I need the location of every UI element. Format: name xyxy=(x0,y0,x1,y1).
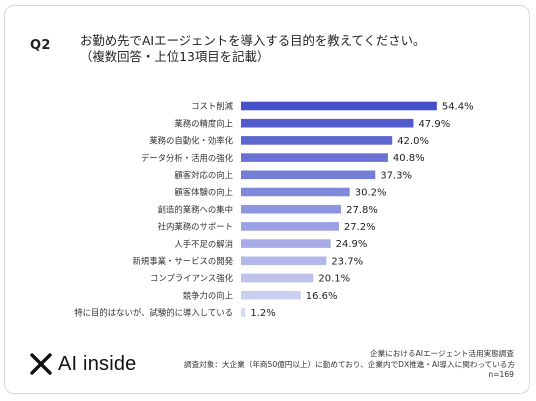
question-title: お勤め先でAIエージェントを導入する目的を教えてください。 （複数回答・上位13… xyxy=(80,33,510,65)
category-label: 創造的業務への集中 xyxy=(158,204,233,214)
category-label: 人手不足の解消 xyxy=(174,239,233,249)
value-label: 23.7% xyxy=(331,256,363,267)
value-label: 27.2% xyxy=(344,222,376,233)
category-label: 社内業務のサポート xyxy=(158,222,233,232)
brand-name: AI inside xyxy=(58,352,137,375)
bar xyxy=(241,222,339,231)
value-label: 37.3% xyxy=(380,170,412,181)
survey-target: 調査対象：大企業（年商50億円以上）に勤めており、企業内でDX推進・AI導入に関… xyxy=(184,359,515,369)
category-label: コスト削減 xyxy=(191,101,233,111)
category-label: 特に目的はないが、試験的に導入している xyxy=(74,308,233,318)
category-label: 顧客対応の向上 xyxy=(174,170,233,180)
bar xyxy=(241,118,414,128)
bar xyxy=(241,308,246,317)
value-label: 54.4% xyxy=(442,102,474,113)
survey-source: 企業におけるAIエージェント活用実態調査 xyxy=(370,349,514,358)
bar xyxy=(241,170,376,180)
bar xyxy=(241,101,437,111)
bar xyxy=(241,187,350,197)
category-label: 業務の精度向上 xyxy=(174,118,233,128)
brand-logo: AI inside xyxy=(30,351,137,377)
bar xyxy=(241,136,393,145)
question-label: Q2 xyxy=(30,38,51,53)
category-label: 新規事業・サービスの開発 xyxy=(133,256,234,266)
value-label: 30.2% xyxy=(355,188,387,199)
category-label: 競争力の向上 xyxy=(183,290,233,300)
value-label: 24.9% xyxy=(336,239,368,250)
sample-size: n=169 xyxy=(488,370,514,379)
question-title-line1: お勤め先でAIエージェントを導入する目的を教えてください。 xyxy=(80,33,426,48)
bar xyxy=(241,273,314,283)
value-label: 47.9% xyxy=(418,119,450,130)
category-label: データ分析・活用の強化 xyxy=(141,153,234,163)
bar xyxy=(241,153,388,162)
survey-notes: 企業におけるAIエージェント活用実態調査 調査対象：大企業（年商50億円以上）に… xyxy=(184,349,515,381)
bar xyxy=(241,239,331,248)
bar xyxy=(241,256,327,266)
bar xyxy=(241,204,342,214)
category-label: コンプライアンス強化 xyxy=(150,273,234,283)
card-frame xyxy=(4,5,530,394)
category-label: 業務の自動化・効率化 xyxy=(149,136,233,146)
value-label: 1.2% xyxy=(250,308,275,319)
value-label: 40.8% xyxy=(393,153,425,164)
value-label: 16.6% xyxy=(306,291,338,302)
ai-inside-logo-icon xyxy=(30,353,52,375)
category-label: 顧客体験の向上 xyxy=(174,187,233,197)
bar xyxy=(241,290,301,300)
question-title-line2: （複数回答・上位13項目を記載） xyxy=(80,49,270,64)
value-label: 27.8% xyxy=(346,205,378,216)
value-label: 42.0% xyxy=(397,136,429,147)
value-label: 20.1% xyxy=(318,274,350,285)
